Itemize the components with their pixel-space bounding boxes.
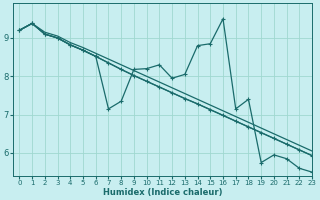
X-axis label: Humidex (Indice chaleur): Humidex (Indice chaleur) <box>103 188 222 197</box>
